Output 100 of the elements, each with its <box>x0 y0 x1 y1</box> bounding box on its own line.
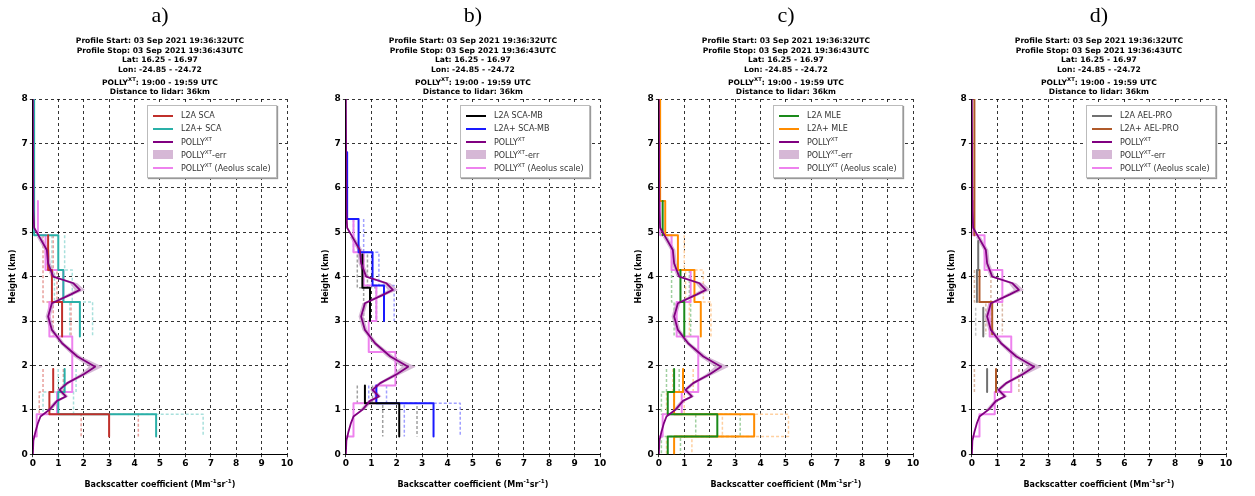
y-tick-label: 5 <box>334 226 341 237</box>
x-tick-label: 4 <box>757 457 764 468</box>
x-tick-label: 4 <box>131 457 138 468</box>
x-tick-label: 0 <box>968 457 975 468</box>
x-tick-label: 10 <box>280 457 294 468</box>
x-tick-label: 9 <box>1197 457 1204 468</box>
x-tick-label: 3 <box>418 457 426 468</box>
x-tick-label: 5 <box>469 457 477 468</box>
x-axis-title: Backscatter coefficient (Mm$^{-1}$sr$^{-1}$) <box>1023 478 1175 489</box>
x-tick-label: 4 <box>444 457 451 468</box>
x-tick-label: 4 <box>1070 457 1077 468</box>
legend-label: POLLY$^{XT}$ <box>494 136 526 147</box>
chart-title: c) <box>777 2 795 28</box>
y-axis-title: Height (km) <box>946 249 956 304</box>
y-tick-label: 0 <box>21 448 28 459</box>
legend-label: L2A+ AEL-PRO <box>1120 124 1179 133</box>
y-tick-label: 7 <box>334 137 341 148</box>
y-tick-label: 8 <box>334 93 341 104</box>
legend-label: POLLY$^{XT}$ (Aeolus scale) <box>494 162 584 173</box>
legend-label: POLLY$^{XT}$ <box>807 136 839 147</box>
legend-label: POLLY$^{XT}$ (Aeolus scale) <box>181 162 271 173</box>
y-axis-title: Height (km) <box>320 249 330 304</box>
x-tick-label: 8 <box>1172 457 1179 468</box>
x-tick-label: 2 <box>706 457 713 468</box>
y-tick-label: 4 <box>334 270 341 281</box>
x-tick-label: 10 <box>593 457 607 468</box>
x-tick-label: 7 <box>1146 457 1153 468</box>
y-tick-label: 8 <box>647 93 654 104</box>
x-tick-label: 6 <box>182 457 189 468</box>
y-tick-label: 0 <box>647 448 654 459</box>
x-tick-label: 6 <box>808 457 815 468</box>
legend-label: L2A+ SCA-MB <box>494 124 550 133</box>
x-tick-label: 5 <box>156 457 164 468</box>
x-tick-label: 1 <box>55 457 62 468</box>
x-tick-label: 8 <box>546 457 553 468</box>
y-tick-label: 6 <box>647 182 654 193</box>
legend-label: POLLY$^{XT}$-err <box>181 149 227 160</box>
x-tick-label: 2 <box>80 457 87 468</box>
x-tick-label: 9 <box>258 457 265 468</box>
x-tick-label: 3 <box>1044 457 1052 468</box>
y-tick-label: 1 <box>647 404 654 415</box>
x-tick-label: 5 <box>782 457 790 468</box>
y-tick-label: 1 <box>21 404 28 415</box>
y-tick-label: 7 <box>960 137 967 148</box>
y-tick-label: 8 <box>960 93 967 104</box>
y-axis-title: Height (km) <box>7 249 17 304</box>
x-tick-label: 10 <box>1219 457 1233 468</box>
legend-label: L2A AEL-PRO <box>1120 111 1172 120</box>
y-tick-label: 4 <box>960 270 967 281</box>
y-axis-title: Height (km) <box>633 249 643 304</box>
legend-label: POLLY$^{XT}$-err <box>1120 149 1166 160</box>
y-tick-label: 1 <box>960 404 967 415</box>
chart-title: a) <box>151 2 169 28</box>
y-tick-label: 6 <box>960 182 967 193</box>
x-tick-label: 10 <box>906 457 920 468</box>
y-tick-label: 2 <box>647 359 654 370</box>
legend-label: L2A SCA-MB <box>494 111 543 120</box>
legend-label: L2A SCA <box>181 111 215 120</box>
legend-label: L2A+ SCA <box>181 124 222 133</box>
legend-label: POLLY$^{XT}$ (Aeolus scale) <box>807 162 897 173</box>
legend-label: POLLY$^{XT}$ <box>181 136 213 147</box>
y-tick-label: 1 <box>334 404 341 415</box>
x-tick-label: 9 <box>571 457 578 468</box>
x-axis-title: Backscatter coefficient (Mm$^{-1}$sr$^{-1}$) <box>84 478 236 489</box>
x-tick-label: 7 <box>833 457 840 468</box>
x-tick-label: 9 <box>884 457 891 468</box>
x-tick-label: 1 <box>681 457 688 468</box>
y-tick-label: 6 <box>334 182 341 193</box>
x-tick-label: 7 <box>520 457 527 468</box>
y-tick-label: 7 <box>647 137 654 148</box>
x-tick-label: 0 <box>29 457 36 468</box>
x-tick-label: 6 <box>495 457 502 468</box>
legend-label: L2A+ MLE <box>807 124 848 133</box>
x-tick-label: 8 <box>233 457 240 468</box>
y-tick-label: 5 <box>21 226 28 237</box>
y-tick-label: 3 <box>647 315 654 326</box>
x-axis-title: Backscatter coefficient (Mm$^{-1}$sr$^{-1}$) <box>710 478 862 489</box>
y-tick-label: 3 <box>21 315 28 326</box>
y-tick-label: 2 <box>334 359 341 370</box>
chart-title: b) <box>463 2 483 28</box>
chart-title: d) <box>1089 2 1109 28</box>
legend-label: POLLY$^{XT}$-err <box>494 149 540 160</box>
x-tick-label: 3 <box>731 457 739 468</box>
x-tick-label: 2 <box>1019 457 1026 468</box>
y-tick-label: 5 <box>647 226 654 237</box>
legend-label: POLLY$^{XT}$ <box>1120 136 1152 147</box>
y-tick-label: 5 <box>960 226 967 237</box>
y-tick-label: 3 <box>334 315 341 326</box>
x-tick-label: 2 <box>393 457 400 468</box>
y-tick-label: 3 <box>960 315 967 326</box>
x-axis-title: Backscatter coefficient (Mm$^{-1}$sr$^{-1}$) <box>397 478 549 489</box>
legend-label: POLLY$^{XT}$-err <box>807 149 853 160</box>
y-tick-label: 2 <box>960 359 967 370</box>
y-tick-label: 4 <box>647 270 654 281</box>
x-tick-label: 0 <box>342 457 349 468</box>
y-tick-label: 8 <box>21 93 28 104</box>
x-tick-label: 6 <box>1121 457 1128 468</box>
x-tick-label: 7 <box>207 457 214 468</box>
x-tick-label: 0 <box>655 457 662 468</box>
y-tick-label: 7 <box>21 137 28 148</box>
